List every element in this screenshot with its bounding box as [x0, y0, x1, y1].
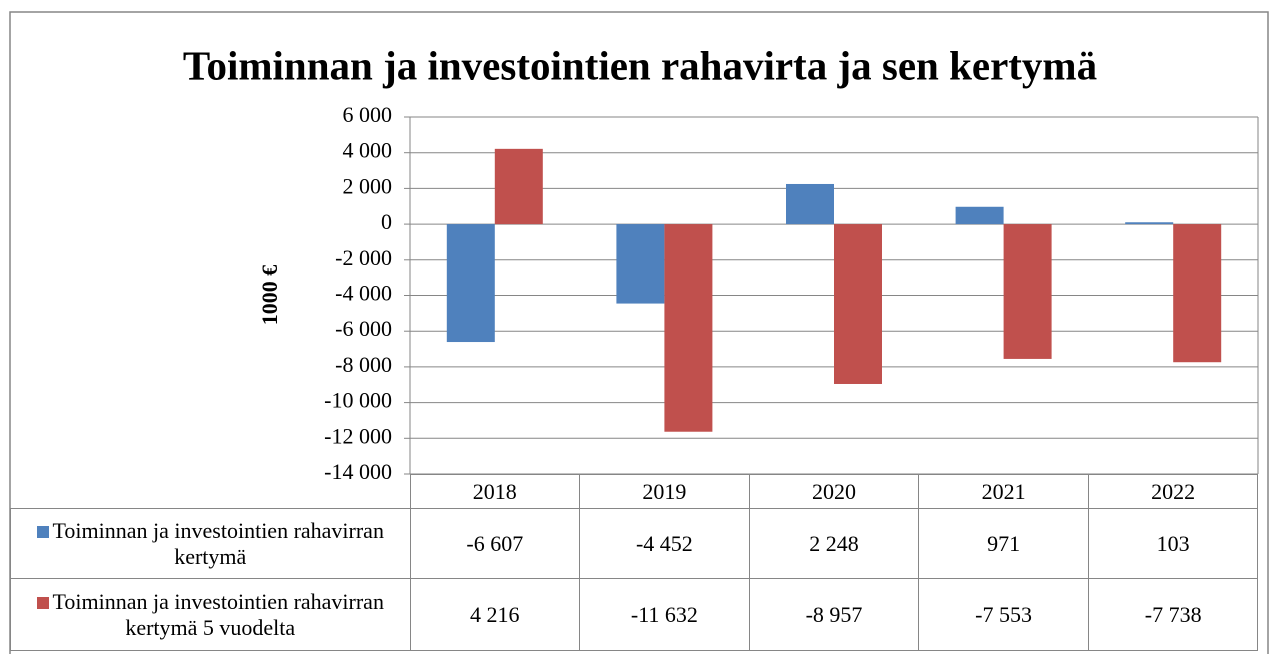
x-tick-label: 2019 — [579, 474, 750, 509]
legend-label: Toiminnan ja investointien rahavirran ke… — [52, 588, 384, 640]
data-label: -7 553 — [918, 578, 1089, 651]
data-table: 2018 2019 2020 2021 2022 Toiminnan ja invest… — [10, 474, 1259, 651]
data-label: 2 248 — [748, 508, 920, 579]
bar — [786, 183, 834, 225]
y-axis-label: 1000 € — [257, 265, 282, 326]
table-row: Toiminnan ja investointien rahavirran ke… — [10, 508, 1259, 579]
data-label: 971 — [918, 508, 1089, 579]
chart-title: Toiminnan ja investointien rahavirta ja … — [183, 42, 1097, 88]
y-tick-label: -8 000 — [335, 352, 392, 377]
data-label: -4 452 — [579, 508, 750, 579]
legend-cell: Toiminnan ja investointien rahavirran ke… — [10, 578, 411, 651]
data-label: -6 607 — [409, 508, 581, 579]
bar — [494, 148, 543, 225]
bar — [955, 206, 1004, 225]
y-tick-label: 0 — [381, 209, 392, 234]
y-tick-label: 4 000 — [343, 138, 393, 163]
x-tick-label: 2022 — [1087, 474, 1259, 509]
bar — [616, 224, 665, 304]
table-row: Toiminnan ja investointien rahavirran ke… — [10, 578, 1259, 651]
bar — [1173, 224, 1222, 363]
legend-cell: Toiminnan ja investointien rahavirran ke… — [10, 508, 411, 579]
x-tick-label: 2020 — [748, 474, 920, 509]
bar — [1003, 224, 1052, 359]
y-tick-label: -10 000 — [324, 388, 392, 413]
x-tick-label: 2018 — [409, 474, 581, 509]
data-label: -11 632 — [579, 578, 750, 651]
y-tick-label: 6 000 — [343, 102, 393, 127]
y-tick-label: -2 000 — [335, 245, 392, 270]
legend-key — [36, 597, 49, 610]
bar — [1125, 222, 1174, 225]
bar — [446, 224, 495, 343]
blank-cell — [10, 474, 411, 509]
y-tick-label: -6 000 — [335, 316, 392, 341]
data-label: -7 738 — [1087, 578, 1259, 651]
data-label: 103 — [1087, 508, 1259, 579]
y-tick-label: -12 000 — [324, 423, 392, 448]
x-tick-label: 2021 — [918, 474, 1089, 509]
legend-key — [36, 526, 49, 539]
y-tick-label: 2 000 — [343, 173, 393, 198]
bar — [664, 224, 713, 432]
legend-label: Toiminnan ja investointien rahavirran ke… — [52, 517, 384, 569]
y-tick-label: -4 000 — [335, 281, 392, 306]
bar — [834, 224, 882, 384]
data-label: 4 216 — [409, 578, 581, 651]
data-label: -8 957 — [748, 578, 920, 651]
